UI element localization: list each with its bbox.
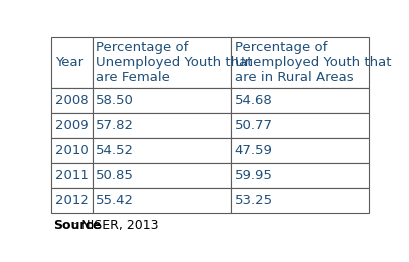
Bar bbox=[51, 37, 92, 88]
Text: 2012: 2012 bbox=[55, 194, 89, 207]
Bar bbox=[51, 163, 92, 188]
Text: 2008: 2008 bbox=[55, 94, 88, 107]
Bar bbox=[92, 163, 230, 188]
Text: 50.77: 50.77 bbox=[234, 119, 272, 132]
Bar bbox=[230, 88, 368, 113]
Text: Source: Source bbox=[53, 219, 101, 232]
Bar bbox=[92, 88, 230, 113]
Text: Year: Year bbox=[55, 56, 83, 69]
Text: 57.82: 57.82 bbox=[96, 119, 134, 132]
Bar bbox=[92, 37, 230, 88]
Text: 53.25: 53.25 bbox=[234, 194, 272, 207]
Text: 59.95: 59.95 bbox=[234, 169, 272, 182]
Bar bbox=[230, 37, 368, 88]
Bar bbox=[230, 188, 368, 213]
Bar bbox=[92, 113, 230, 138]
Bar bbox=[51, 188, 92, 213]
Bar bbox=[230, 113, 368, 138]
Text: 54.68: 54.68 bbox=[234, 94, 272, 107]
Text: 54.52: 54.52 bbox=[96, 144, 134, 157]
Bar bbox=[230, 163, 368, 188]
Bar bbox=[92, 138, 230, 163]
Bar bbox=[51, 113, 92, 138]
Text: : NISER, 2013: : NISER, 2013 bbox=[73, 219, 158, 232]
Text: Percentage of
Unemployed Youth that
are Female: Percentage of Unemployed Youth that are … bbox=[96, 41, 252, 84]
Bar bbox=[51, 138, 92, 163]
Text: Percentage of
Unemployed Youth that
are in Rural Areas: Percentage of Unemployed Youth that are … bbox=[234, 41, 390, 84]
Bar bbox=[51, 88, 92, 113]
Text: 55.42: 55.42 bbox=[96, 194, 134, 207]
Text: 2011: 2011 bbox=[55, 169, 89, 182]
Text: 2010: 2010 bbox=[55, 144, 89, 157]
Text: 2009: 2009 bbox=[55, 119, 88, 132]
Text: 47.59: 47.59 bbox=[234, 144, 272, 157]
Text: 50.85: 50.85 bbox=[96, 169, 134, 182]
Bar bbox=[230, 138, 368, 163]
Text: 58.50: 58.50 bbox=[96, 94, 134, 107]
Bar bbox=[92, 188, 230, 213]
